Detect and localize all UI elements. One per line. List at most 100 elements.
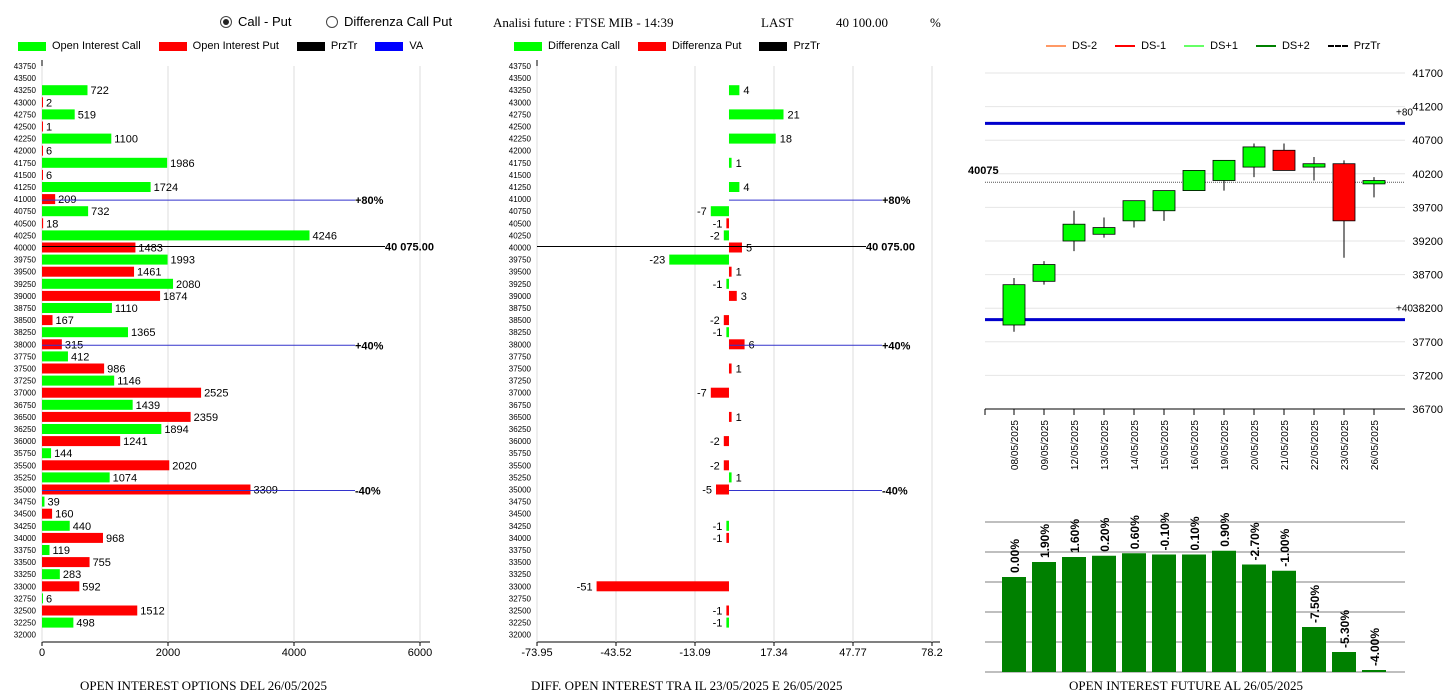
diff-strike-label: 35500: [509, 461, 532, 470]
fut-oi-bar: [1332, 652, 1356, 672]
oi-call-bar: [42, 472, 110, 483]
diff-call-bar: [728, 85, 740, 96]
radio-call-put-label: Call - Put: [238, 14, 292, 29]
oi-put-bar: [42, 169, 43, 180]
fut-przTr-label: 40075: [968, 165, 999, 177]
radio-differenza[interactable]: Differenza Call Put: [326, 14, 452, 29]
diff-strike-label: 36500: [509, 413, 532, 422]
fut-oi-bar: [1362, 670, 1386, 672]
radio-call-put[interactable]: Call - Put: [220, 14, 291, 29]
fut-oi-value-label: 0.20%: [1098, 517, 1112, 551]
diff-strike-label: 40750: [509, 207, 532, 216]
diff-put-value-label: -2: [710, 315, 720, 327]
oi-strike-label: 36250: [14, 425, 37, 434]
oi-put-bar: [42, 194, 56, 205]
legend-item-ds+1: DS+1: [1184, 40, 1238, 52]
fut-candle-body: [1272, 149, 1296, 171]
diff-put-value-label: -1: [713, 533, 723, 545]
diff-call-bar: [728, 182, 740, 192]
oi-put-value-label: 1461: [137, 267, 161, 279]
fut-oi-value-label: 0.00%: [1008, 539, 1022, 573]
oi-call-value-label: 6: [46, 593, 52, 605]
pct-label: %: [930, 15, 941, 30]
oi-strike-label: 37750: [14, 352, 37, 361]
oi-call-bar: [42, 182, 151, 192]
fut-date-label: 12/05/2025: [1070, 420, 1081, 470]
fut-candle-body: [1242, 146, 1266, 168]
diff-call-bar: [726, 327, 729, 338]
oi-call-bar: [42, 254, 168, 265]
diff-call-value-label: 4: [743, 85, 749, 97]
oi-put-bar: [42, 532, 103, 543]
diff-put-bar: [728, 411, 732, 422]
oi-call-value-label: 2080: [176, 279, 200, 291]
oi-call-bar: [42, 617, 74, 628]
radio-dot-icon[interactable]: [326, 15, 338, 28]
legend-diff: Differenza Call Differenza Put PrzTr: [514, 40, 838, 52]
oi-strike-label: 36500: [14, 413, 37, 422]
legend-future: DS-2 DS-1 DS+1 DS+2 PrzTr: [1046, 40, 1398, 52]
oi-call-bar: [42, 351, 68, 362]
oi-x-tick-label: 6000: [408, 647, 432, 659]
diff-strike-label: 33750: [509, 546, 532, 555]
diff-strike-label: 43250: [509, 86, 532, 95]
diff-put-value-label: -7: [697, 388, 707, 400]
diff-strike-label: 37000: [509, 389, 532, 398]
oi-marker-label: -40%: [355, 486, 381, 498]
oi-strike-label: 32000: [14, 631, 37, 640]
legend-item-put: Open Interest Put: [158, 40, 279, 52]
page-title: Analisi future : FTSE MIB - 14:39: [493, 15, 674, 30]
fut-oi-value-label: 0.60%: [1128, 515, 1142, 549]
footer-oi-options: OPEN INTEREST OPTIONS DEL 26/05/2025: [80, 678, 327, 693]
fut-oi-value-label: 1.90%: [1038, 524, 1052, 558]
diff-call-value-label: 4: [743, 182, 749, 194]
oi-call-bar: [42, 230, 310, 241]
oi-strike-label: 43000: [14, 98, 37, 107]
oi-put-value-label: 1874: [163, 291, 187, 303]
diff-call-value-label: 1: [736, 158, 742, 170]
oi-strike-label: 34500: [14, 510, 37, 519]
fut-date-label: 14/05/2025: [1130, 420, 1141, 470]
diff-marker-label: +80%: [882, 195, 911, 207]
oi-put-value-label: 167: [56, 315, 74, 327]
fut-candle-body: [1212, 159, 1236, 181]
oi-call-value-label: 1439: [136, 400, 160, 412]
diff-strike-label: 42000: [509, 147, 532, 156]
diff-strike-label: 34250: [509, 522, 532, 531]
diff-strike-label: 39250: [509, 280, 532, 289]
diff-strike-label: 33250: [509, 570, 532, 579]
diff-x-tick-label: -43.52: [600, 647, 631, 659]
fut-oi-bar: [1032, 562, 1056, 672]
oi-strike-label: 34250: [14, 522, 37, 531]
oi-put-bar: [42, 97, 43, 108]
fut-oi-value-label: -7.50%: [1308, 585, 1322, 623]
diff-call-bar: [728, 472, 732, 483]
fut-y-tick-label: 37700: [1412, 337, 1443, 349]
diff-strike-label: 40000: [509, 244, 532, 253]
fut-date-label: 26/05/2025: [1370, 420, 1381, 470]
diff-put-value-label: 1: [736, 267, 742, 279]
fut-band-label: +40: [1396, 304, 1413, 315]
oi-put-bar: [42, 581, 80, 592]
oi-strike-label: 41500: [14, 171, 37, 180]
legend-item-przTr: PrzTr: [296, 40, 357, 52]
oi-strike-label: 41000: [14, 195, 37, 204]
fut-oi-value-label: 1.60%: [1068, 519, 1082, 553]
oi-strike-label: 32750: [14, 594, 37, 603]
fut-oi-bar: [1062, 557, 1086, 672]
legend-item-va: VA: [375, 40, 423, 52]
diff-strike-label: 42250: [509, 135, 532, 144]
oi-call-bar: [42, 496, 45, 507]
oi-put-bar: [42, 557, 90, 568]
diff-put-value-label: 1: [736, 364, 742, 376]
oi-strike-label: 42000: [14, 147, 37, 156]
radio-dot-selected-icon[interactable]: [220, 15, 232, 28]
fut-oi-bar: [1152, 554, 1176, 672]
oi-put-bar: [42, 484, 251, 495]
oi-call-value-label: 39: [47, 497, 59, 509]
oi-put-value-label: 18: [46, 218, 58, 230]
oi-strike-label: 43750: [14, 62, 37, 71]
oi-strike-label: 33500: [14, 558, 37, 567]
oi-put-bar: [42, 411, 191, 422]
diff-call-bar: [728, 109, 784, 120]
